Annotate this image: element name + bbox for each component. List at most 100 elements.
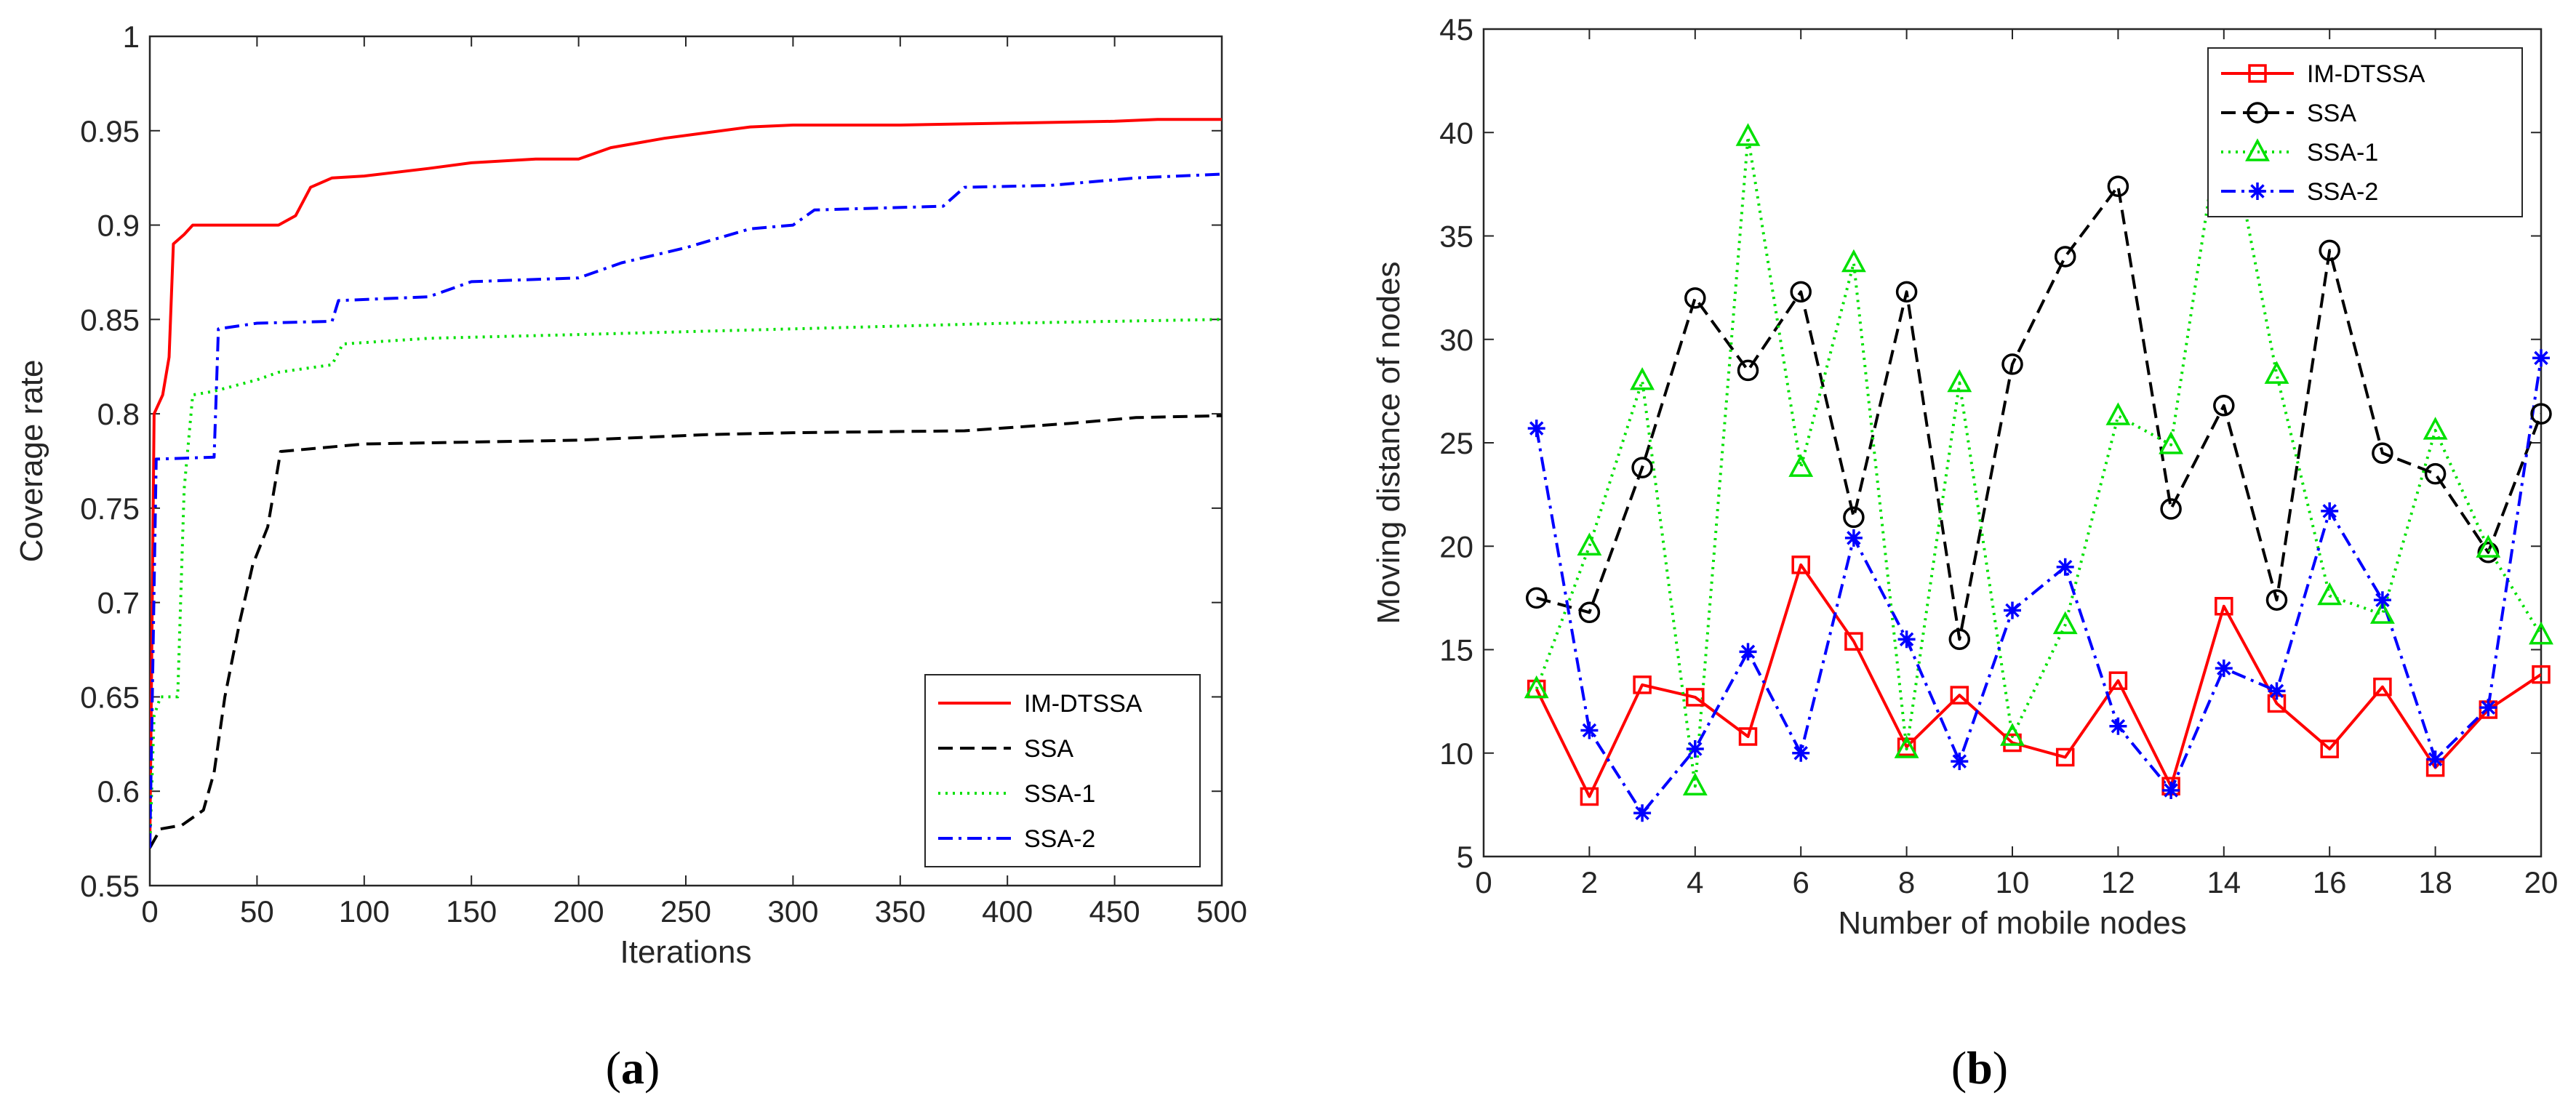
marker-im-dtssa	[2373, 677, 2392, 697]
marker-im-dtssa	[2320, 739, 2339, 758]
y-tick-label: 0.9	[97, 209, 140, 243]
marker-ssa	[1790, 281, 1812, 303]
marker-ssa-2	[2162, 781, 2180, 799]
marker-ssa	[1843, 506, 1865, 529]
y-tick-label: 15	[1439, 633, 1473, 667]
marker-ssa-2	[2215, 659, 2233, 678]
y-tick-label: 20	[1439, 529, 1473, 563]
y-tick-label: 0.85	[80, 302, 140, 337]
legend-label-ssa-2: SSA-2	[2307, 178, 2378, 206]
marker-ssa-2	[1951, 753, 1969, 771]
y-tick-label: 0.8	[97, 397, 140, 431]
marker-ssa-2	[2373, 591, 2391, 609]
panel-label: (b)	[1951, 1042, 2008, 1094]
marker-ssa	[2319, 239, 2340, 262]
marker-ssa	[1895, 281, 1918, 303]
marker-ssa	[2054, 246, 2076, 268]
legend-marker-ssa-2	[2249, 183, 2266, 200]
marker-im-dtssa	[1686, 688, 1705, 707]
legend-marker-ssa	[2247, 102, 2268, 124]
marker-ssa-2	[1580, 721, 1599, 739]
x-tick-label: 0	[1475, 865, 1492, 899]
x-tick-label: 20	[2524, 865, 2559, 899]
y-tick-label: 45	[1439, 12, 1473, 47]
y-axis-label: Coverage rate	[14, 360, 49, 563]
legend-box	[924, 674, 1201, 867]
marker-im-dtssa	[2215, 597, 2233, 616]
marker-ssa-2	[1792, 744, 1810, 762]
marker-ssa	[2213, 395, 2235, 417]
marker-ssa-2	[1633, 804, 1652, 822]
series-line-ssa	[1536, 185, 2541, 641]
marker-ssa-1	[2369, 601, 2395, 624]
y-tick-label: 30	[1439, 323, 1473, 357]
marker-ssa	[1737, 359, 1759, 382]
x-tick-label: 6	[1793, 865, 1809, 899]
y-tick-label: 0.75	[80, 492, 140, 526]
x-tick-label: 100	[339, 894, 390, 928]
x-tick-label: 400	[982, 894, 1033, 928]
marker-ssa	[1948, 628, 1971, 651]
marker-ssa-1	[1577, 532, 1602, 555]
marker-ssa	[1525, 587, 1548, 609]
x-tick-label: 150	[446, 894, 497, 928]
x-tick-label: 200	[553, 894, 604, 928]
panel-label-close: )	[1993, 1042, 2008, 1094]
y-tick-label: 1	[123, 20, 140, 54]
x-tick-label: 16	[2313, 865, 2347, 899]
x-tick-label: 2	[1581, 865, 1598, 899]
series-line-ssa-1	[150, 318, 1222, 849]
legend-marker-im-dtssa	[2248, 64, 2267, 83]
x-tick-label: 500	[1196, 894, 1247, 928]
x-tick-label: 250	[660, 894, 711, 928]
panel-label-close: )	[644, 1042, 660, 1094]
marker-ssa-2	[2004, 601, 2021, 619]
marker-ssa	[2160, 498, 2182, 520]
panel-label-open: (	[1951, 1042, 1967, 1094]
marker-ssa-2	[2426, 750, 2444, 769]
marker-im-dtssa	[1844, 632, 1863, 651]
legend-label-ssa-2: SSA-2	[1024, 825, 1095, 853]
marker-im-dtssa	[1950, 686, 1969, 705]
marker-ssa	[2107, 175, 2129, 197]
marker-ssa-1	[1682, 772, 1708, 796]
marker-ssa-2	[2109, 717, 2127, 735]
y-tick-label: 25	[1439, 426, 1473, 460]
x-tick-label: 18	[2418, 865, 2452, 899]
x-tick-label: 0	[141, 894, 158, 928]
marker-ssa-1	[1788, 454, 1814, 477]
series-line-ssa	[150, 414, 1222, 849]
marker-im-dtssa	[1580, 787, 1599, 806]
y-tick-label: 0.6	[97, 774, 140, 809]
marker-ssa-1	[2476, 534, 2501, 558]
marker-ssa-2	[2479, 699, 2497, 717]
marker-ssa-2	[2321, 502, 2339, 520]
x-tick-label: 12	[2101, 865, 2135, 899]
marker-ssa	[1684, 287, 1706, 309]
y-tick-label: 40	[1439, 116, 1473, 150]
marker-ssa-1	[2000, 723, 2025, 746]
x-tick-label: 50	[240, 894, 274, 928]
legend-label-ssa: SSA	[1024, 735, 1073, 763]
marker-ssa	[2424, 462, 2447, 485]
marker-ssa-2	[2056, 558, 2074, 576]
legend-label-ssa: SSA	[2307, 100, 2356, 127]
marker-ssa	[1578, 601, 1601, 624]
y-axis-label: Moving distance of nodes	[1371, 262, 1407, 625]
marker-ssa-2	[1844, 529, 1863, 547]
marker-im-dtssa	[2055, 747, 2075, 767]
marker-ssa	[2265, 589, 2288, 611]
marker-ssa-1	[1894, 735, 1919, 758]
marker-ssa-1	[1735, 123, 1761, 146]
y-tick-label: 0.95	[80, 114, 140, 148]
marker-ssa-2	[1686, 740, 1704, 758]
panel-label-letter: a	[621, 1042, 644, 1094]
marker-ssa-1	[2105, 402, 2131, 425]
marker-ssa-1	[1524, 675, 1549, 699]
marker-ssa-1	[2529, 621, 2553, 645]
marker-ssa-1	[2264, 361, 2289, 384]
panel-label-open: (	[606, 1042, 621, 1094]
marker-ssa-2	[1897, 630, 1916, 649]
marker-im-dtssa	[1633, 675, 1652, 694]
